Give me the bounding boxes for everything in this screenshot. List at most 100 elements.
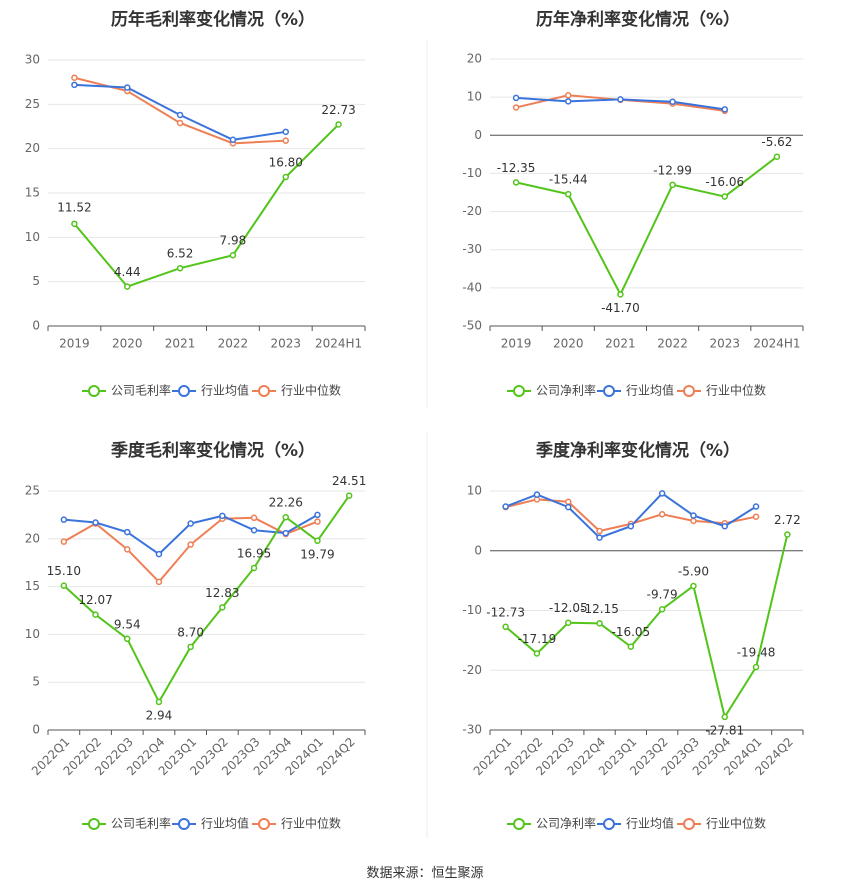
data-point-company[interactable]: [60, 582, 68, 589]
data-point-industry_avg[interactable]: [60, 516, 68, 523]
data-point-industry_avg[interactable]: [155, 550, 163, 558]
data-point-industry_avg[interactable]: [92, 519, 99, 526]
data-point-industry_avg[interactable]: [512, 94, 520, 102]
legend-item-industry_median[interactable]: 行业中位数: [252, 816, 341, 831]
data-point-industry_avg[interactable]: [721, 523, 728, 530]
data-point-industry_median[interactable]: [155, 578, 163, 586]
data-point-industry_avg[interactable]: [658, 490, 666, 497]
data-point-industry_avg[interactable]: [690, 512, 697, 519]
data-point-company[interactable]: [784, 531, 791, 538]
data-point-industry_median[interactable]: [60, 538, 68, 545]
data-point-industry_avg[interactable]: [669, 98, 676, 105]
data-point-company[interactable]: [282, 513, 289, 521]
data-point-industry_avg[interactable]: [565, 98, 572, 105]
data-point-industry_avg[interactable]: [502, 503, 509, 510]
legend-item-industry_median[interactable]: 行业中位数: [677, 383, 766, 398]
data-point-industry_median[interactable]: [250, 514, 258, 522]
data-point-industry_avg[interactable]: [187, 520, 194, 527]
legend-item-industry_median[interactable]: 行业中位数: [677, 816, 766, 831]
data-point-company[interactable]: [345, 492, 353, 499]
data-point-industry_median[interactable]: [565, 498, 572, 506]
data-point-company[interactable]: [565, 190, 572, 198]
y-tick-label: 5: [32, 274, 40, 288]
data-point-industry_median[interactable]: [282, 137, 289, 144]
legend-item-industry_avg[interactable]: 行业均值: [597, 816, 674, 831]
data-point-industry_avg[interactable]: [219, 512, 226, 520]
data-point-company[interactable]: [690, 582, 697, 590]
y-tick-label: 10: [467, 90, 482, 104]
data-point-industry_avg[interactable]: [721, 106, 728, 113]
data-point-company[interactable]: [314, 537, 321, 545]
data-point-industry_avg[interactable]: [565, 503, 572, 511]
data-point-company[interactable]: [773, 153, 781, 160]
y-tick-label: 0: [474, 128, 482, 142]
data-point-company[interactable]: [155, 698, 163, 706]
data-point-industry_avg[interactable]: [596, 534, 603, 541]
data-point-industry_avg[interactable]: [282, 529, 289, 537]
data-point-company[interactable]: [335, 121, 342, 128]
legend-label: 公司净利率: [536, 383, 596, 398]
data-point-industry_avg[interactable]: [124, 528, 131, 536]
data-point-company[interactable]: [502, 623, 509, 631]
data-point-company[interactable]: [596, 620, 603, 627]
data-point-company[interactable]: [187, 643, 194, 651]
data-point-company[interactable]: [721, 193, 728, 200]
legend-label: 行业均值: [201, 383, 249, 398]
data-point-company[interactable]: [176, 264, 184, 272]
data-point-industry_median[interactable]: [187, 541, 194, 548]
legend-item-company[interactable]: 公司净利率: [507, 383, 596, 398]
data-point-industry_avg[interactable]: [627, 523, 635, 530]
data-point-company[interactable]: [219, 604, 226, 611]
data-label: 12.07: [78, 593, 112, 607]
data-point-industry_median[interactable]: [596, 527, 603, 535]
data-point-industry_median[interactable]: [71, 74, 78, 81]
data-label: 2.94: [146, 708, 173, 722]
data-point-industry_median[interactable]: [124, 546, 131, 553]
legend-item-company[interactable]: 公司毛利率: [82, 383, 171, 398]
data-point-company[interactable]: [617, 291, 624, 298]
data-point-industry_avg[interactable]: [71, 81, 78, 89]
legend-label: 行业中位数: [281, 816, 341, 831]
data-point-industry_avg[interactable]: [314, 511, 321, 519]
data-point-industry_avg[interactable]: [533, 491, 541, 498]
legend-item-industry_avg[interactable]: 行业均值: [597, 383, 674, 398]
data-point-company[interactable]: [124, 635, 131, 643]
legend-item-industry_median[interactable]: 行业中位数: [252, 383, 341, 398]
legend-marker: [683, 385, 695, 397]
data-point-industry_median[interactable]: [658, 511, 666, 518]
data-point-industry_avg[interactable]: [617, 96, 624, 103]
data-point-company[interactable]: [565, 619, 572, 626]
data-point-industry_median[interactable]: [314, 518, 321, 525]
data-point-industry_avg[interactable]: [282, 128, 289, 136]
data-point-industry_median[interactable]: [752, 513, 760, 520]
data-point-industry_avg[interactable]: [250, 526, 258, 534]
chart-panel-2: 历年净利率变化情况（%） -50 -40 -30 -20 -10 0 10 20 2019 2020…: [462, 9, 804, 398]
data-label: -19.48: [737, 646, 776, 660]
data-point-company[interactable]: [752, 663, 760, 671]
data-point-company[interactable]: [721, 713, 728, 721]
data-point-company[interactable]: [669, 181, 676, 189]
data-point-industry_median[interactable]: [176, 119, 184, 127]
data-point-industry_median[interactable]: [565, 91, 572, 99]
data-point-company[interactable]: [282, 173, 289, 181]
data-point-company[interactable]: [512, 179, 520, 186]
data-point-company[interactable]: [533, 650, 541, 657]
data-point-industry_avg[interactable]: [176, 111, 184, 119]
legend-marker: [513, 385, 525, 397]
legend-item-company[interactable]: 公司毛利率: [82, 816, 171, 831]
data-point-industry_median[interactable]: [690, 517, 697, 525]
data-point-company[interactable]: [124, 283, 131, 290]
data-point-company[interactable]: [229, 251, 237, 259]
data-point-company[interactable]: [658, 605, 666, 613]
data-point-company[interactable]: [627, 643, 635, 650]
data-point-company[interactable]: [92, 611, 99, 618]
data-point-industry_median[interactable]: [512, 104, 520, 111]
data-point-industry_avg[interactable]: [229, 136, 237, 144]
data-point-company[interactable]: [71, 220, 78, 228]
data-point-industry_avg[interactable]: [752, 503, 760, 510]
legend-item-company[interactable]: 公司净利率: [507, 816, 596, 831]
data-point-industry_avg[interactable]: [124, 84, 131, 91]
legend-item-industry_avg[interactable]: 行业均值: [172, 816, 249, 831]
data-point-company[interactable]: [250, 564, 258, 572]
legend-item-industry_avg[interactable]: 行业均值: [172, 383, 249, 398]
